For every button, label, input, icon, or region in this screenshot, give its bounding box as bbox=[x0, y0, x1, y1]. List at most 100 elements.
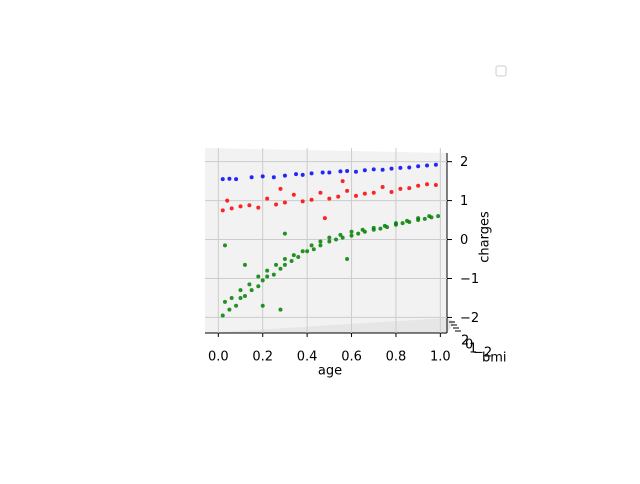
point bbox=[271, 272, 276, 277]
point bbox=[291, 253, 296, 258]
point bbox=[349, 229, 354, 234]
point bbox=[407, 186, 412, 191]
point bbox=[265, 196, 270, 201]
point bbox=[278, 307, 283, 312]
point bbox=[327, 170, 332, 175]
point bbox=[416, 183, 421, 188]
point bbox=[362, 168, 367, 173]
point bbox=[247, 203, 252, 208]
point bbox=[256, 274, 261, 279]
point bbox=[220, 313, 225, 318]
point bbox=[227, 176, 232, 181]
point bbox=[422, 216, 427, 221]
point bbox=[289, 258, 294, 263]
point bbox=[371, 167, 376, 172]
floor-pane bbox=[205, 318, 455, 333]
point bbox=[353, 193, 358, 198]
point bbox=[327, 196, 332, 201]
point bbox=[294, 172, 299, 177]
point bbox=[300, 172, 305, 177]
x-tick-label: 0.8 bbox=[386, 350, 407, 365]
point bbox=[300, 249, 305, 254]
point bbox=[338, 169, 343, 174]
x-tick-label: 0.4 bbox=[297, 350, 318, 365]
point bbox=[389, 190, 394, 195]
x-tick-label: 1.0 bbox=[430, 350, 451, 365]
point bbox=[320, 170, 325, 175]
point bbox=[353, 169, 358, 174]
point bbox=[416, 216, 421, 221]
point bbox=[318, 239, 323, 244]
point bbox=[393, 221, 398, 226]
point bbox=[309, 197, 314, 202]
point bbox=[238, 295, 243, 300]
x-axis-label: age bbox=[318, 364, 342, 379]
y-tick-label: 2 bbox=[461, 334, 469, 349]
point bbox=[222, 299, 227, 304]
y-tick-label: −2 bbox=[473, 346, 492, 361]
y-tick-label: 0 bbox=[465, 338, 473, 353]
point bbox=[433, 183, 438, 187]
z-tick-label: 2 bbox=[460, 155, 468, 170]
x-tick-label: 0.6 bbox=[341, 350, 362, 365]
point bbox=[416, 164, 421, 169]
point bbox=[427, 214, 432, 219]
point bbox=[247, 282, 252, 287]
point bbox=[227, 307, 232, 312]
point bbox=[436, 214, 441, 219]
point bbox=[380, 167, 385, 172]
point bbox=[282, 262, 287, 267]
y-axis-label: bmi bbox=[482, 351, 507, 366]
point bbox=[234, 303, 239, 308]
point bbox=[345, 168, 350, 173]
point bbox=[345, 188, 350, 193]
point bbox=[271, 175, 276, 180]
back-pane bbox=[205, 148, 447, 333]
point bbox=[318, 243, 323, 248]
point bbox=[249, 175, 254, 180]
z-tick-label: −1 bbox=[460, 272, 479, 287]
point bbox=[389, 166, 394, 171]
point bbox=[256, 205, 261, 210]
point bbox=[229, 206, 234, 211]
point bbox=[398, 165, 403, 170]
point bbox=[362, 191, 367, 196]
point bbox=[242, 262, 247, 267]
point bbox=[407, 165, 412, 170]
point bbox=[274, 202, 279, 207]
x-tick-label: 0.2 bbox=[252, 350, 273, 365]
point bbox=[265, 268, 270, 273]
point bbox=[425, 182, 430, 187]
point bbox=[296, 255, 301, 260]
point bbox=[336, 194, 341, 199]
point bbox=[382, 223, 387, 228]
point bbox=[282, 173, 287, 178]
point bbox=[327, 239, 332, 244]
point bbox=[260, 278, 265, 283]
point bbox=[300, 199, 305, 204]
z-tick-label: 1 bbox=[460, 194, 468, 209]
point bbox=[311, 247, 316, 252]
point bbox=[371, 190, 376, 195]
point bbox=[256, 284, 261, 289]
point bbox=[322, 216, 327, 221]
point bbox=[229, 295, 234, 300]
point bbox=[378, 226, 383, 231]
point bbox=[282, 200, 287, 205]
point bbox=[338, 232, 343, 237]
y-tick-label: 1 bbox=[469, 342, 477, 357]
point bbox=[220, 177, 225, 182]
point bbox=[349, 233, 354, 238]
point bbox=[278, 186, 283, 191]
point bbox=[371, 225, 376, 230]
point bbox=[433, 162, 438, 167]
point bbox=[238, 204, 243, 209]
point bbox=[305, 249, 310, 254]
point bbox=[274, 262, 279, 267]
point bbox=[220, 208, 225, 213]
x-tick-label: 0.0 bbox=[208, 350, 229, 365]
point bbox=[345, 257, 350, 261]
point bbox=[309, 243, 314, 248]
point bbox=[380, 184, 385, 189]
